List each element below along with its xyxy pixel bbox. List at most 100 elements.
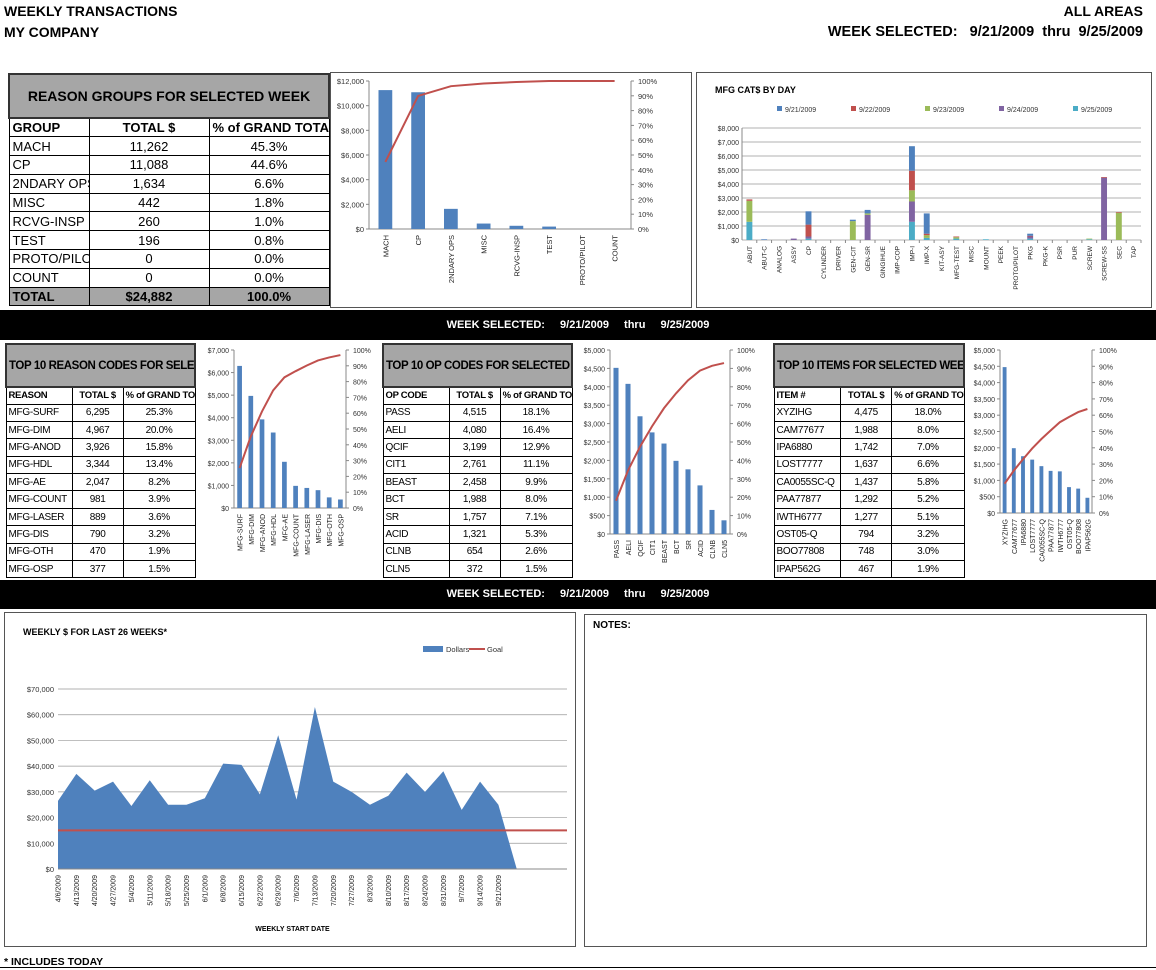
- x-tick-label: CP: [806, 246, 813, 255]
- y2-tick-label: 40%: [638, 166, 653, 175]
- table-cell: 654: [448, 542, 501, 562]
- table-cell: 11,088: [88, 155, 210, 175]
- total-cell: $24,882: [88, 286, 210, 307]
- chart-title: MFG CAT$ BY DAY: [715, 85, 796, 95]
- x-tick-label: CA0055SC-Q: [1039, 518, 1046, 561]
- table-row: ACID 1,321 5.3%: [382, 525, 573, 544]
- bar: [1030, 459, 1035, 513]
- column-header: TOTAL $: [88, 117, 210, 138]
- y2-tick-label: 0%: [353, 506, 363, 513]
- notes-label: NOTES:: [593, 620, 631, 631]
- x-tick-label: 5/4/2009: [129, 875, 136, 902]
- y-tick-label: $5,000: [974, 348, 996, 355]
- x-tick-label: 8/31/2009: [441, 875, 448, 906]
- stacked-bar-segment: [923, 237, 930, 240]
- table-cell: 889: [71, 507, 124, 527]
- y-tick-label: $500: [589, 514, 605, 521]
- bar: [1076, 488, 1081, 513]
- stacked-bar-segment: [864, 213, 871, 215]
- table-row: XYZIHG 4,475 18.0%: [773, 403, 965, 422]
- table-cell: 45.3%: [208, 136, 330, 157]
- y-tick-label: $3,000: [584, 422, 606, 429]
- x-tick-label: IPAP562G: [1085, 519, 1092, 552]
- y-tick-label: $0: [597, 532, 605, 539]
- stacked-bar-segment: [864, 209, 871, 214]
- y2-tick-label: 80%: [638, 107, 653, 116]
- table-cell: 1.9%: [891, 560, 965, 579]
- x-tick-label: MISC: [480, 234, 489, 253]
- table-cell: 11,262: [88, 136, 210, 157]
- table-cell: 442: [88, 192, 210, 213]
- table-cell: 1,742: [839, 438, 893, 457]
- y-tick-label: $70,000: [27, 685, 54, 694]
- stacked-bar-segment: [908, 170, 915, 191]
- x-tick-label: PKG-K: [1042, 245, 1049, 266]
- y2-tick-label: 10%: [1099, 495, 1113, 502]
- y-tick-label: $0: [46, 865, 54, 874]
- top10-items-table: TOP 10 ITEMS FOR SELECTED WEEK ITEM # TOTA…: [773, 343, 965, 579]
- table-cell: TEST: [8, 230, 90, 251]
- band-week-label: WEEK SELECTED:: [446, 588, 545, 600]
- column-header: TOTAL $: [71, 386, 124, 405]
- x-tick-label: KIT-ASY: [939, 245, 946, 271]
- y2-tick-label: 100%: [638, 77, 658, 86]
- reason-groups-table: REASON GROUPS FOR SELECTED WEEK GROUP TOT…: [7, 73, 331, 307]
- table-cell: 5.8%: [891, 473, 965, 492]
- table-row: CA0055SC-Q 1,437 5.8%: [773, 473, 965, 492]
- legend-label: Dollars: [446, 645, 470, 654]
- x-tick-label: MFG-OSP: [338, 514, 345, 547]
- x-tick-label: IMP-I: [909, 246, 916, 262]
- week-band-2: WEEK SELECTED: 9/21/2009 thru 9/25/2009: [0, 580, 1156, 609]
- table-cell: AELI: [382, 420, 450, 440]
- areas-label: ALL AREAS: [1063, 3, 1143, 19]
- table-cell: MFG-DIM: [5, 420, 73, 440]
- table-row: CIT1 2,761 11.1%: [382, 455, 573, 475]
- y2-tick-label: 90%: [638, 92, 653, 101]
- y2-tick-label: 70%: [1099, 397, 1113, 404]
- table-cell: IPA6880: [773, 438, 841, 457]
- notes-panel[interactable]: NOTES:: [584, 614, 1147, 947]
- x-tick-label: 8/10/2009: [386, 875, 393, 906]
- y-tick-label: $1,000: [718, 224, 740, 231]
- table-row: CP 11,088 44.6%: [8, 155, 330, 175]
- stacked-bar-segment: [982, 239, 989, 240]
- y2-tick-label: 40%: [1099, 446, 1113, 453]
- bar: [721, 520, 727, 534]
- bar: [476, 223, 491, 229]
- y2-tick-label: 30%: [737, 477, 751, 484]
- table-cell: IWTH6777: [773, 507, 841, 527]
- y-tick-label: $30,000: [27, 788, 54, 797]
- y-tick-label: $8,000: [341, 126, 364, 135]
- table-cell: 0.0%: [208, 267, 330, 288]
- y2-tick-label: 90%: [737, 366, 751, 373]
- x-tick-label: SR: [686, 540, 693, 550]
- table-row: MFG-OTH 470 1.9%: [5, 542, 196, 562]
- legend-swatch: [925, 106, 930, 111]
- y2-tick-label: 20%: [638, 195, 653, 204]
- x-tick-label: CYLINDER: [821, 246, 828, 279]
- y-tick-label: $3,500: [974, 397, 996, 404]
- table-row: QCIF 3,199 12.9%: [382, 438, 573, 457]
- legend-label: 9/21/2009: [785, 107, 816, 114]
- y-tick-label: $4,000: [718, 182, 740, 189]
- y-tick-label: $10,000: [27, 839, 54, 848]
- x-tick-label: PAA77877: [1049, 519, 1056, 552]
- table-cell: CLN5: [382, 560, 450, 579]
- total-cell: 100.0%: [208, 286, 330, 307]
- table-row: AELI 4,080 16.4%: [382, 420, 573, 440]
- x-tick-label: 9/7/2009: [459, 875, 466, 902]
- table-cell: 1,437: [839, 473, 893, 492]
- table-cell: 1,637: [839, 455, 893, 475]
- x-tick-label: MFG-ANOD: [260, 514, 267, 552]
- table-cell: XYZIHG: [773, 403, 841, 422]
- y2-tick-label: 100%: [353, 348, 371, 355]
- x-tick-label: MACH: [381, 235, 390, 257]
- table-cell: 8.0%: [891, 420, 965, 440]
- x-tick-label: ABUT: [747, 246, 754, 263]
- x-tick-label: 8/3/2009: [367, 875, 374, 902]
- stacked-bar-segment: [1115, 212, 1122, 240]
- y2-tick-label: 50%: [737, 440, 751, 447]
- table-cell: CIT1: [382, 455, 450, 475]
- table-row: 2NDARY OPS 1,634 6.6%: [8, 173, 330, 194]
- stacked-bar-segment: [1101, 177, 1108, 240]
